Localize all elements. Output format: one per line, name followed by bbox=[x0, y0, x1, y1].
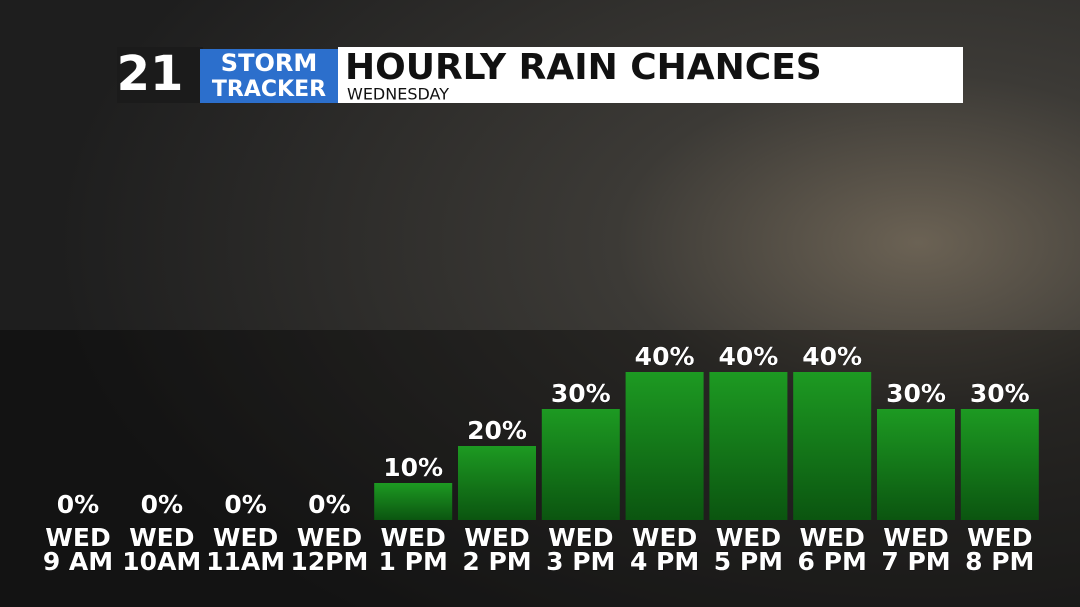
logo-number: 21 bbox=[117, 46, 184, 102]
x-tick-label: 1 PM bbox=[379, 547, 448, 576]
value-label: 0% bbox=[308, 490, 350, 519]
logo-top: STORM bbox=[221, 49, 317, 77]
chart-subtitle: WEDNESDAY bbox=[347, 85, 449, 104]
x-tick-label: WED bbox=[297, 523, 362, 552]
x-tick-label: 11AM bbox=[206, 547, 285, 576]
value-label: 0% bbox=[141, 490, 183, 519]
bar bbox=[541, 409, 620, 520]
x-tick-label: 3 PM bbox=[546, 547, 615, 576]
x-tick-label: 6 PM bbox=[798, 547, 867, 576]
x-tick-label: WED bbox=[45, 523, 110, 552]
logo-blue bbox=[200, 49, 338, 103]
value-label: 40% bbox=[635, 342, 695, 371]
title-box bbox=[338, 47, 963, 103]
bar bbox=[709, 372, 788, 520]
x-tick-label: WED bbox=[967, 523, 1032, 552]
logo-box bbox=[117, 47, 203, 103]
value-label: 30% bbox=[970, 379, 1030, 408]
x-tick-label: WED bbox=[799, 523, 864, 552]
x-tick-label: 10AM bbox=[122, 547, 201, 576]
value-label: 20% bbox=[467, 416, 527, 445]
x-tick-label: WED bbox=[464, 523, 529, 552]
bar bbox=[374, 483, 453, 520]
x-tick-label: 9 AM bbox=[43, 547, 113, 576]
x-tick-label: 4 PM bbox=[630, 547, 699, 576]
value-label: 40% bbox=[802, 342, 862, 371]
x-tick-label: WED bbox=[380, 523, 445, 552]
value-label: 40% bbox=[718, 342, 778, 371]
x-tick-label: 8 PM bbox=[965, 547, 1034, 576]
value-label: 0% bbox=[57, 490, 99, 519]
x-tick-label: 7 PM bbox=[881, 547, 950, 576]
value-label: 30% bbox=[886, 379, 946, 408]
chart-title: HOURLY RAIN CHANCES bbox=[345, 47, 822, 88]
value-label: 0% bbox=[224, 490, 266, 519]
x-tick-label: WED bbox=[548, 523, 613, 552]
x-tick-label: 12PM bbox=[290, 547, 368, 576]
bar bbox=[877, 409, 955, 520]
bar bbox=[960, 409, 1039, 520]
x-tick-label: WED bbox=[716, 523, 781, 552]
value-label: 10% bbox=[383, 453, 443, 482]
x-tick-label: WED bbox=[883, 523, 948, 552]
x-tick-label: 2 PM bbox=[462, 547, 531, 576]
x-tick-label: WED bbox=[213, 523, 278, 552]
x-tick-label: 5 PM bbox=[714, 547, 783, 576]
x-tick-label: WED bbox=[632, 523, 697, 552]
bar bbox=[458, 446, 536, 520]
x-tick-label: WED bbox=[129, 523, 194, 552]
bar bbox=[793, 372, 872, 520]
bar bbox=[625, 372, 704, 520]
value-label: 30% bbox=[551, 379, 611, 408]
logo-bottom: TRACKER bbox=[212, 77, 326, 102]
